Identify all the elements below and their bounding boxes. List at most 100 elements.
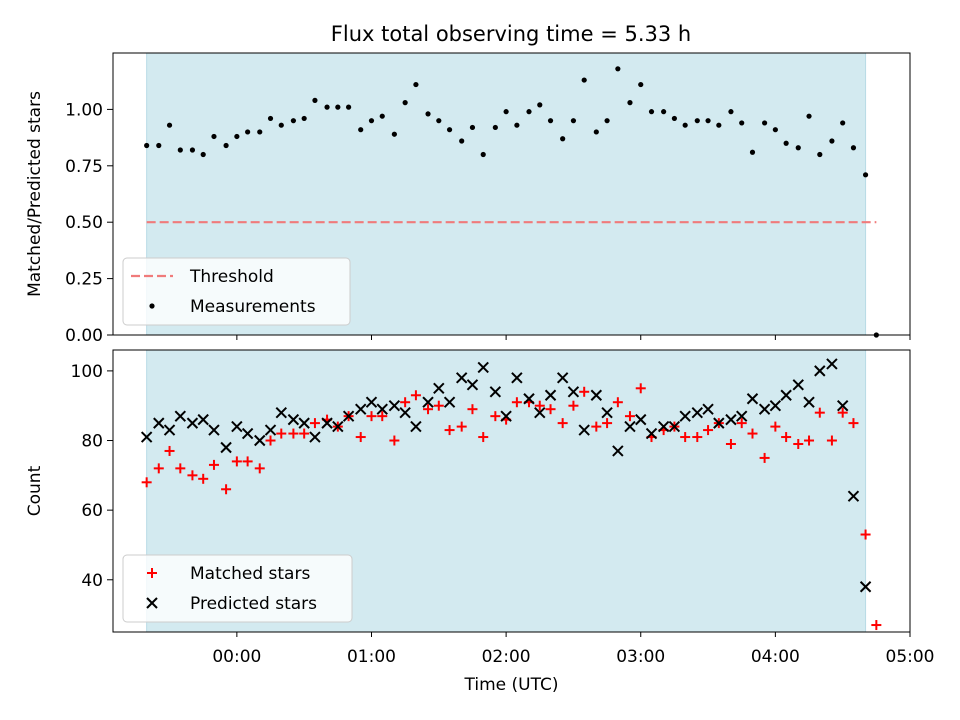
predicted-star-point (388, 399, 401, 412)
measurement-point (301, 115, 307, 122)
y-tick-label: 0.75 (65, 157, 103, 177)
y-tick-label: 60 (81, 501, 103, 521)
predicted-star-point (792, 379, 804, 391)
count-series (140, 358, 882, 631)
measurement-point (492, 124, 498, 131)
predicted-star-point (578, 424, 590, 436)
predicted-star-point (736, 410, 748, 422)
predicted-star-point (657, 420, 670, 433)
measurement-point (379, 113, 385, 119)
predicted-star-point (186, 417, 199, 429)
matched-star-point (759, 452, 770, 463)
matched-star-point (770, 421, 781, 432)
matched-star-point (814, 407, 825, 418)
predicted-star-point (466, 379, 479, 391)
y-tick-label: 100 (71, 362, 103, 382)
measurement-point (537, 102, 543, 108)
predicted-star-point (836, 399, 849, 412)
matched-star-point (591, 421, 602, 432)
predicted-star-point (769, 399, 782, 412)
matched-star-point (478, 432, 489, 443)
matched-star-point (433, 400, 444, 411)
predicted-star-point (254, 434, 266, 447)
measurement-point (402, 100, 408, 106)
y-tick-label: 80 (81, 432, 103, 452)
matched-star-point (153, 463, 164, 474)
x-tick-label: 00:00 (212, 647, 261, 667)
matched-star-point (781, 432, 792, 443)
measurement-point (795, 145, 801, 151)
predicted-star-point (298, 417, 310, 429)
predicted-star-point (601, 406, 613, 419)
matched-star-point (400, 397, 411, 408)
predicted-star-point (153, 417, 165, 429)
ratio-panel: 0.00 0.25 0.50 0.75 1.00 Matched/Predicted s… (25, 52, 911, 346)
matched-star-point (198, 473, 209, 484)
predicted-star-point (163, 424, 176, 436)
y-tick-label: 1.00 (65, 100, 103, 120)
predicted-star-point (624, 420, 636, 433)
measurement-point (144, 142, 150, 149)
measurement-point (593, 129, 599, 135)
ratio-panel-ticks: 0.00 0.25 0.50 0.75 1.00 (65, 100, 911, 346)
matched-star-point (231, 456, 242, 467)
measurement-point (570, 118, 577, 124)
matched-star-point (534, 400, 545, 411)
measurement-point (762, 120, 768, 126)
count-panel-frame (112, 349, 911, 633)
matched-star-point (242, 456, 253, 467)
matched-star-point (860, 529, 871, 540)
measurement-point (368, 118, 375, 124)
predicted-star-point (455, 372, 468, 384)
measurement-point (358, 127, 364, 133)
legend-box (122, 257, 351, 326)
measurement-point (806, 113, 812, 119)
measurement-point (560, 136, 566, 142)
x-tick-label: 01:00 (347, 647, 396, 667)
matched-star-point (635, 383, 646, 394)
measurement-point (459, 138, 465, 144)
measurement-point (615, 66, 621, 72)
matched-star-point (299, 428, 310, 439)
measurement-point (324, 104, 330, 110)
ratio-panel-frame (112, 52, 911, 336)
y-tick-label: 0.50 (65, 213, 103, 233)
predicted-star-point (376, 403, 388, 415)
x-tick-label: 04:00 (751, 647, 800, 667)
predicted-star-point (321, 417, 333, 429)
matched-star-point (208, 459, 219, 470)
measurement-point (682, 122, 688, 128)
predicted-star-point (567, 386, 580, 398)
predicted-star-point (590, 389, 603, 401)
measurements-series (144, 66, 879, 338)
predicted-star-point (275, 406, 287, 419)
legend-predicted-swatch (146, 597, 158, 609)
predicted-star-point (511, 372, 523, 384)
matched-star-point (804, 435, 815, 446)
measurement-point (783, 140, 789, 146)
measurement-point (739, 120, 745, 126)
predicted-star-point (422, 396, 434, 408)
measurement-point (514, 122, 520, 128)
legend-measurements-label: Measurements (190, 297, 316, 317)
legend-matched-swatch (147, 568, 157, 578)
measurement-point (245, 129, 251, 135)
predicted-star-point (365, 396, 378, 408)
matched-star-point (366, 411, 377, 422)
matched-star-point (725, 439, 736, 449)
measurement-point (503, 109, 509, 115)
measurement-point (728, 109, 734, 115)
measurement-point (661, 109, 667, 115)
predicted-star-point (208, 424, 220, 436)
measurement-point (267, 115, 274, 122)
measurement-point (211, 133, 217, 140)
measurement-point (200, 151, 206, 158)
matched-star-point (837, 407, 848, 418)
matched-star-point (747, 428, 758, 439)
measurement-point (413, 81, 419, 88)
legend-box (122, 554, 353, 623)
predicted-star-point (679, 410, 691, 422)
matched-star-point (444, 425, 455, 436)
matched-star-point (545, 404, 556, 415)
measurement-point (862, 172, 869, 178)
